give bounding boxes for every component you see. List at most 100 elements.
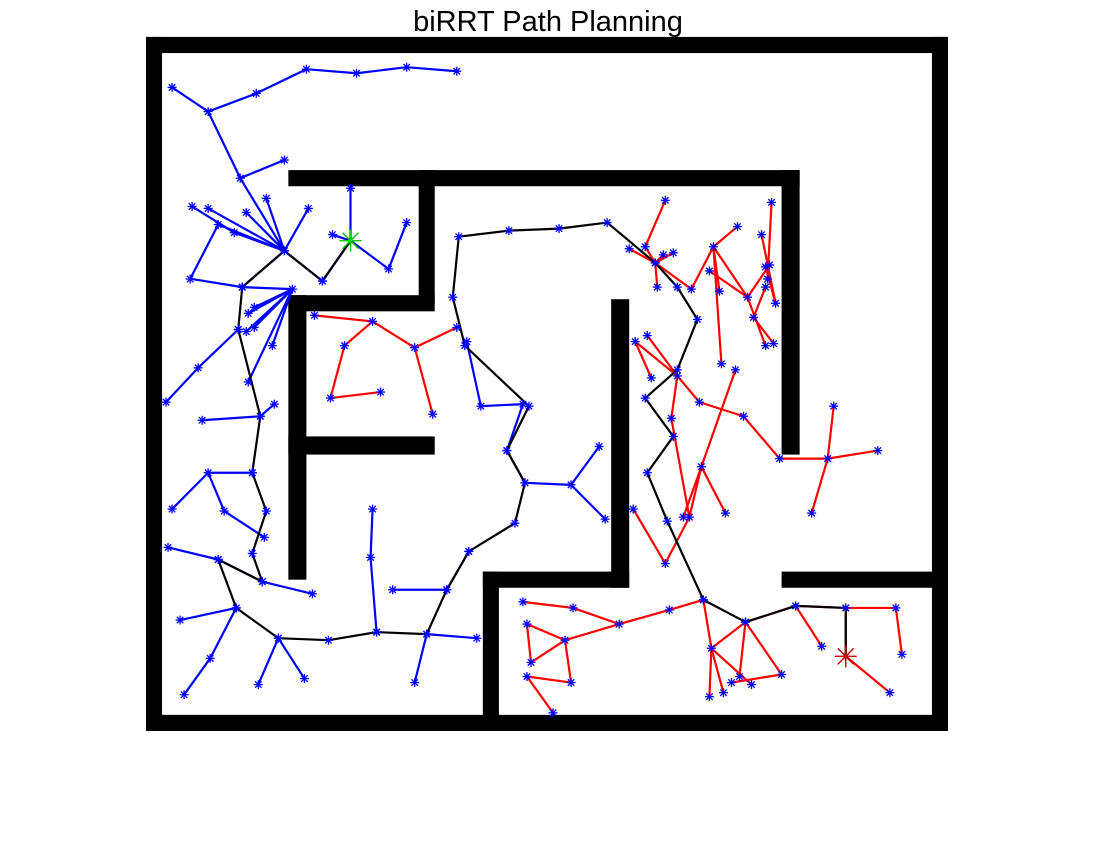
- tree-nodes-layer: [161, 62, 907, 718]
- goal-tree-node: [376, 387, 386, 397]
- maze-wall: [931, 36, 948, 731]
- start-tree-node: [259, 532, 269, 542]
- start-tree-node: [243, 377, 253, 387]
- path-node: [323, 635, 333, 645]
- start-tree-node: [161, 397, 171, 407]
- maze-wall: [146, 36, 163, 731]
- goal-tree-node: [730, 365, 740, 375]
- goal-tree-node: [706, 643, 716, 653]
- goal-tree-node: [714, 286, 724, 296]
- maze-wall: [288, 170, 800, 187]
- goal-tree-node: [630, 337, 640, 347]
- start-tree-edge: [182, 657, 212, 696]
- start-tree-edge: [255, 68, 308, 95]
- goal-tree-node: [339, 341, 349, 351]
- start-tree-node: [384, 264, 394, 274]
- start-tree-node: [253, 680, 263, 690]
- goal-tree-node: [757, 230, 767, 240]
- path-node: [672, 365, 682, 375]
- path-node: [255, 411, 265, 421]
- goal-tree-edge: [752, 316, 775, 345]
- start-tree-node: [219, 506, 229, 516]
- goal-tree-edge: [702, 598, 713, 650]
- goal-tree-node: [704, 692, 714, 702]
- start-tree-edge: [479, 403, 525, 408]
- start-tree-node: [243, 308, 253, 318]
- goal-tree-edge: [329, 344, 346, 400]
- goal-tree-node: [716, 359, 726, 369]
- start-tree-node: [476, 401, 486, 411]
- start-tree-node: [175, 615, 185, 625]
- start-tree-edge: [405, 66, 458, 73]
- goal-tree-edge: [710, 647, 753, 686]
- goal-tree-node: [775, 454, 785, 464]
- goal-tree-edge: [654, 261, 693, 291]
- path-node: [642, 468, 652, 478]
- goal-tree-node: [696, 462, 706, 472]
- goal-tree-node: [761, 282, 771, 292]
- goal-tree-node: [897, 649, 907, 659]
- goal-tree-edge: [744, 620, 783, 676]
- start-tree-node: [299, 674, 309, 684]
- start-tree-node: [307, 589, 317, 599]
- goal-tree-edge: [826, 405, 835, 460]
- start-tree-edge: [523, 481, 573, 486]
- start-tree-edge: [413, 633, 428, 684]
- goal-tree-node: [642, 331, 652, 341]
- start-tree-node: [229, 228, 239, 238]
- start-tree-edge: [369, 507, 374, 559]
- start-tree-edge: [191, 277, 244, 289]
- path-node: [791, 601, 801, 611]
- start-tree-node: [402, 62, 412, 72]
- goal-tree-node: [309, 310, 319, 320]
- start-tree-node: [249, 302, 259, 312]
- goal-tree-edge: [668, 598, 705, 612]
- start-tree-edge: [207, 92, 258, 113]
- goal-tree-edge: [712, 245, 723, 365]
- path-node: [422, 629, 432, 639]
- goal-tree-edge: [670, 417, 691, 519]
- start-tree-edge: [166, 546, 220, 561]
- start-tree-node: [566, 480, 576, 490]
- goal-tree-edge: [525, 622, 567, 642]
- path-node: [672, 282, 682, 292]
- start-tree-node: [269, 399, 279, 409]
- start-tree-node: [301, 64, 311, 74]
- start-tree-edge: [217, 223, 286, 252]
- start-tree-node: [352, 68, 362, 78]
- start-tree-node: [193, 363, 203, 373]
- path-node: [841, 603, 851, 613]
- path-node: [668, 431, 678, 441]
- maze-wall: [146, 36, 948, 54]
- start-tree-edge: [239, 158, 286, 180]
- goal-tree-node: [732, 222, 742, 232]
- path-node: [510, 518, 520, 528]
- endpoints-layer: [339, 229, 857, 668]
- start-tree-edge: [209, 606, 238, 660]
- path-node: [554, 224, 564, 234]
- path-node: [247, 468, 257, 478]
- start-tree-edge: [189, 223, 220, 281]
- goal-tree-node: [807, 508, 817, 518]
- goal-tree-edge: [634, 340, 653, 380]
- goal-tree-edge: [708, 647, 713, 698]
- start-tree-edge: [245, 211, 286, 252]
- start-tree-node: [402, 218, 412, 228]
- path-node: [502, 446, 512, 456]
- start-tree-node: [241, 327, 251, 337]
- chart-title: biRRT Path Planning: [413, 6, 683, 38]
- goal-tree-node: [560, 635, 570, 645]
- goal-tree-node: [686, 284, 696, 294]
- path-node: [448, 292, 458, 302]
- path-node: [740, 617, 750, 627]
- goal-tree-node: [817, 641, 827, 651]
- goal-tree-node: [672, 371, 682, 381]
- maze-wall: [482, 571, 499, 731]
- goal-tree-node: [428, 409, 438, 419]
- goal-tree-node: [652, 282, 662, 292]
- goal-tree-node: [743, 292, 752, 302]
- start-tree-node: [287, 284, 297, 294]
- goal-tree-node: [694, 397, 704, 407]
- goal-tree-node: [518, 597, 528, 607]
